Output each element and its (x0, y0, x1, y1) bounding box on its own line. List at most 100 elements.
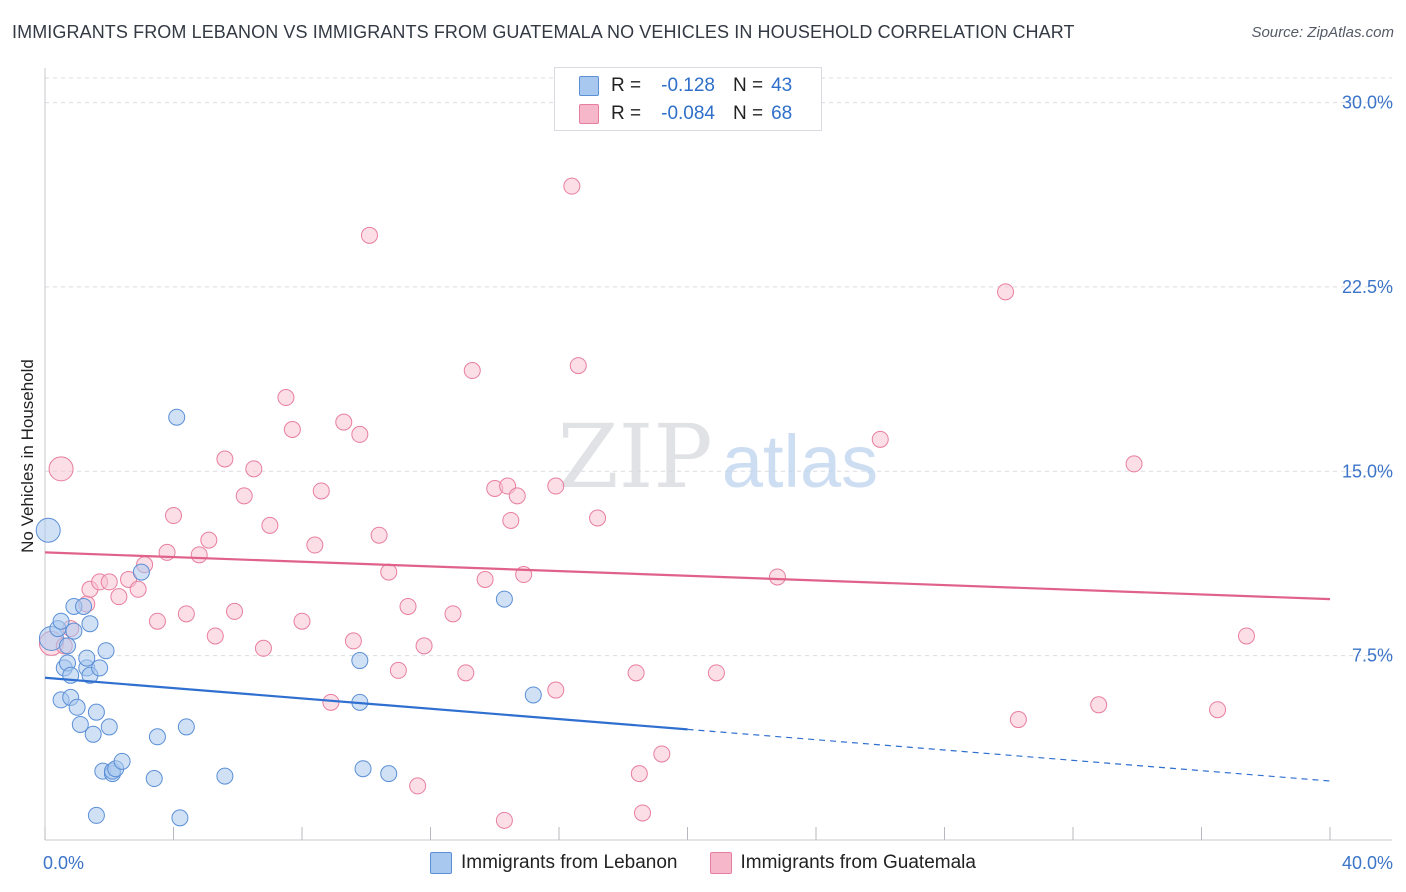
guatemala-point (129, 580, 147, 598)
guatemala-point (997, 283, 1015, 301)
source-label: Source: ZipAtlas.com (1251, 24, 1394, 41)
guatemala-point (335, 413, 353, 431)
guatemala-point (547, 681, 565, 699)
guatemala-point (190, 546, 208, 564)
lebanon-point (65, 622, 83, 640)
guatemala-point (245, 460, 263, 478)
guatemala-point (653, 745, 671, 763)
lebanon-point (68, 698, 86, 716)
guatemala-point (457, 664, 475, 682)
guatemala-point (360, 226, 378, 244)
guatemala-point (312, 482, 330, 500)
lebanon-point (132, 563, 150, 581)
axes (44, 68, 1392, 841)
tick-labels: 7.5% 15.0% 22.5% 30.0% 0.0% 40.0% (43, 93, 1393, 873)
lebanon-point (71, 715, 89, 733)
guatemala-point (177, 605, 195, 623)
lebanon-point (75, 597, 93, 615)
legend-r-label: R = (611, 103, 642, 124)
legend-n-label: N = (733, 75, 764, 96)
legend-n-value: 68 (771, 103, 793, 124)
y-tick-label: 15.0% (1342, 461, 1393, 481)
lebanon-point (84, 725, 102, 743)
legend-swatch-lebanon (579, 76, 599, 96)
lebanon-point (148, 728, 166, 746)
lebanon-point (168, 408, 186, 426)
guatemala-point (100, 573, 118, 591)
y-tick-label: 7.5% (1352, 646, 1393, 666)
y-tick-label: 22.5% (1342, 277, 1393, 297)
guatemala-point (476, 570, 494, 588)
guatemala-point (409, 777, 427, 795)
guatemala-point (293, 612, 311, 630)
lebanon-point (78, 649, 96, 667)
guatemala-point (399, 597, 417, 615)
guatemala-point (277, 389, 295, 407)
lebanon-point (81, 615, 99, 633)
legend-n-label: N = (733, 103, 764, 124)
guatemala-point (165, 507, 182, 525)
guatemala-point (495, 811, 513, 829)
guatemala-point (871, 430, 889, 448)
lebanon-point (145, 770, 163, 788)
guatemala-point (547, 477, 565, 495)
legend-r-value: -0.084 (661, 103, 715, 124)
guatemala-point (283, 421, 301, 439)
y-tick-label: 30.0% (1342, 93, 1393, 113)
guatemala-point (226, 602, 244, 620)
guatemala-point (322, 693, 340, 711)
lebanon-point (177, 718, 195, 736)
lebanon-point (97, 642, 115, 660)
guatemala-trend-line (44, 551, 1331, 601)
guatemala-point (634, 804, 652, 822)
guatemala-point (344, 632, 362, 650)
guatemala-point (768, 568, 786, 586)
guatemala-point (444, 605, 462, 623)
guatemala-point (563, 177, 581, 195)
guatemala-point (707, 664, 725, 682)
chart-title: IMMIGRANTS FROM LEBANON VS IMMIGRANTS FR… (12, 22, 1075, 42)
guatemala-point (1125, 455, 1143, 473)
guatemala-point (306, 536, 324, 554)
legend-item-guatemala[interactable]: Immigrants from Guatemala (709, 852, 976, 874)
guatemala-point (380, 563, 398, 581)
guatemala-point (148, 612, 166, 630)
legend-item-lebanon[interactable]: Immigrants from Lebanon (430, 852, 678, 874)
guatemala-point (370, 526, 388, 544)
correlation-legend: R = -0.128 N = 43 R = -0.084 N = 68 (554, 67, 822, 131)
lebanon-trend-extrapolation (687, 728, 1331, 782)
lebanon-point (58, 637, 76, 655)
guatemala-point (463, 362, 481, 380)
lebanon-point (87, 806, 105, 824)
guatemala-point (589, 509, 607, 527)
legend-r-label: R = (611, 75, 642, 96)
legend-n-value: 43 (771, 75, 793, 96)
lebanon-point (87, 703, 105, 721)
lebanon-point (91, 659, 109, 677)
y-axis-label: No Vehicles in Household (18, 359, 37, 553)
legend-swatch-guatemala (579, 104, 599, 124)
guatemala-point (48, 456, 74, 482)
guatemala-point (110, 588, 128, 606)
lebanon-point (216, 767, 234, 785)
watermark-atlas: atlas (722, 420, 878, 503)
series-lebanon-points (35, 408, 542, 827)
guatemala-point (206, 627, 224, 645)
legend-row-guatemala: R = -0.084 N = 68 (579, 101, 792, 127)
guatemala-point (1009, 711, 1027, 729)
guatemala-point (415, 637, 433, 655)
lebanon-point (113, 752, 131, 770)
guatemala-point (630, 765, 648, 783)
guatemala-point (389, 661, 407, 679)
guatemala-point (1237, 627, 1255, 645)
guatemala-point (1090, 696, 1108, 714)
guatemala-point (200, 531, 218, 549)
legend-swatch-guatemala (709, 852, 732, 874)
gridlines (45, 77, 1392, 657)
trend-lines (44, 551, 1331, 782)
lebanon-point (35, 517, 61, 543)
guatemala-point (569, 357, 587, 375)
legend-label-lebanon: Immigrants from Lebanon (461, 852, 678, 873)
guatemala-point (235, 487, 253, 505)
